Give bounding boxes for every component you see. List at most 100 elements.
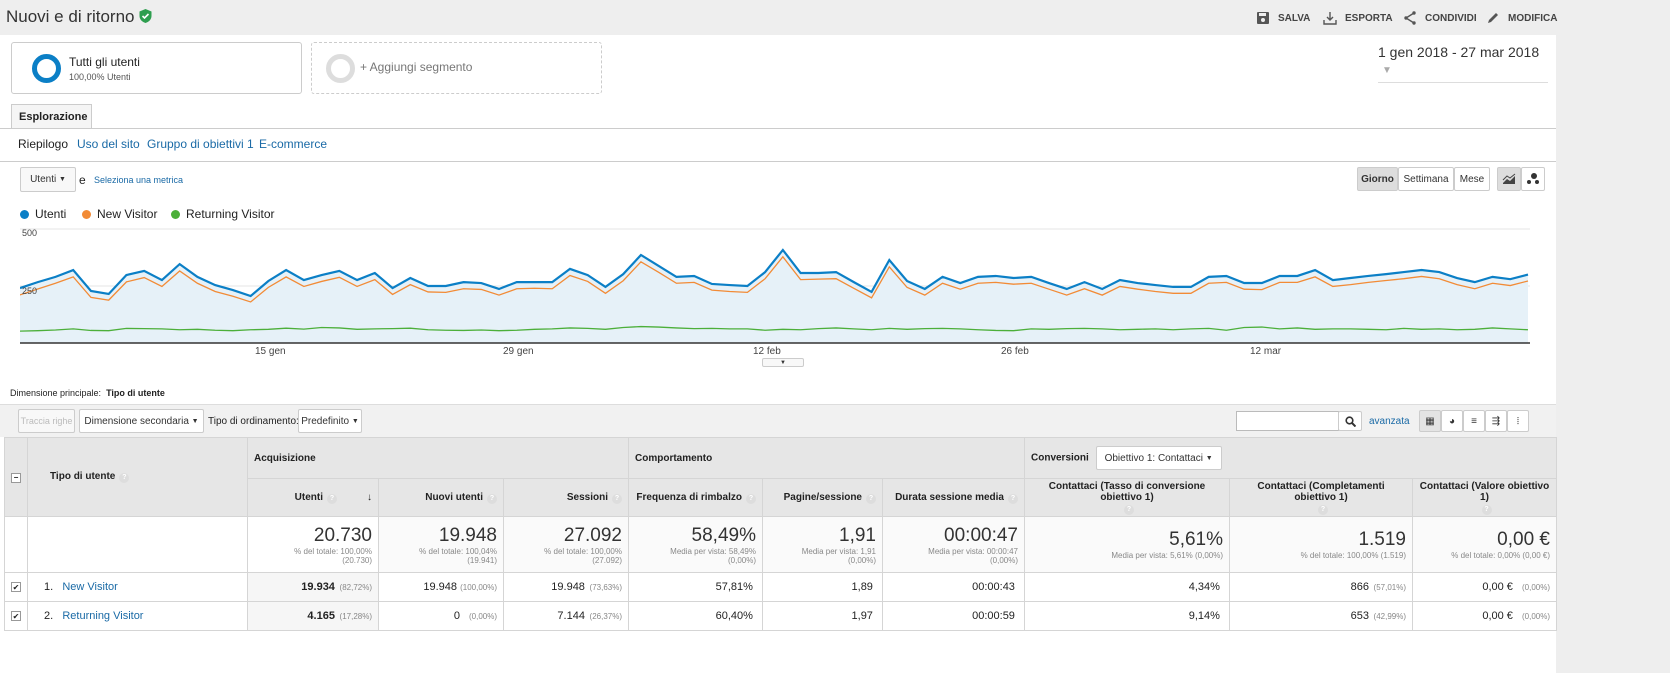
segment-name: Tutti gli utenti [69, 55, 140, 69]
x-tick-label: 12 feb [753, 346, 781, 357]
report-header: Nuovi e di ritorno SALVA ESPORTA CONDIVI… [0, 0, 1670, 35]
column-header[interactable]: Nuovi utenti? [378, 478, 504, 517]
save-button[interactable]: SALVA [1256, 11, 1310, 25]
help-icon[interactable]: ? [1124, 504, 1134, 515]
bubble-chart-icon [1527, 173, 1539, 184]
row-checkbox[interactable]: ✔ [4, 572, 28, 602]
select-metric-link[interactable]: Seleziona una metrica [94, 175, 184, 185]
help-icon[interactable]: ? [1318, 504, 1328, 515]
metric-select[interactable]: Utenti ▼ [20, 167, 76, 192]
motion-chart-button[interactable] [1521, 167, 1545, 191]
help-icon[interactable]: ? [1481, 504, 1492, 515]
date-range-picker[interactable]: 1 gen 2018 - 27 mar 2018 ▼ [1378, 44, 1548, 83]
series-line-new-visitor [20, 255, 1529, 303]
share-button[interactable]: CONDIVIDI [1403, 11, 1477, 25]
column-header[interactable]: Utenti? ↓ [247, 478, 379, 517]
legend-item-utenti[interactable]: Utenti [20, 207, 66, 221]
total-value: 1.519 [1358, 529, 1406, 550]
subtab-ecommerce[interactable]: E-commerce [259, 137, 328, 151]
help-icon[interactable]: ? [327, 493, 337, 504]
total-subtext: % del totale: 100,00% (1.519) [1300, 551, 1406, 560]
comparison-view-button[interactable]: ⇶ [1485, 410, 1507, 432]
help-icon[interactable]: ? [487, 493, 497, 504]
column-header[interactable]: Contattaci (Valore obiettivo 1)? [1412, 478, 1557, 517]
help-icon[interactable]: ? [119, 473, 130, 483]
legend-dot [20, 209, 29, 219]
row-checkbox[interactable]: ✔ [4, 601, 28, 631]
joiner-text: e [79, 173, 86, 187]
column-header[interactable]: Sessioni? [503, 478, 629, 517]
metric-cell: 0,00 € (0,00%) [1412, 601, 1557, 631]
metric-cell: 19.948 (73,63%) [503, 572, 629, 602]
metric-cell: 57,81% [628, 572, 763, 602]
total-subtext: % del totale: 100,00% (20.730) [294, 546, 372, 565]
help-icon[interactable]: ? [866, 493, 876, 504]
table-search-input[interactable] [1236, 411, 1339, 431]
edit-button[interactable]: MODIFICA [1486, 11, 1557, 25]
metric-cell: 19.934 (82,72%) [247, 572, 379, 602]
week-button[interactable]: Settimana [1398, 167, 1454, 191]
segment-ring-icon [326, 54, 355, 83]
chart-collapse-handle[interactable]: ▼ [762, 358, 804, 367]
save-icon [1257, 12, 1269, 24]
column-header[interactable]: Contattaci (Tasso di conversione obietti… [1024, 478, 1230, 517]
performance-view-button[interactable]: ≡ [1463, 410, 1485, 432]
line-chart-button[interactable] [1497, 167, 1521, 191]
secondary-dimension-select[interactable]: Dimensione secondaria ▼ [79, 409, 204, 433]
download-icon [1323, 12, 1337, 25]
x-tick-label: 29 gen [503, 346, 534, 357]
total-value: 20.730 [313, 524, 372, 546]
plot-rows-button[interactable]: Traccia righe [18, 409, 75, 433]
tab-explorer[interactable]: Esplorazione [11, 104, 92, 129]
total-cell: 0,00 €% del totale: 0,00% (0,00 €) [1412, 516, 1557, 573]
metric-cell: 00:00:43 [882, 572, 1025, 602]
select-all-checkbox[interactable]: − [4, 437, 28, 517]
advanced-filter-link[interactable]: avanzata [1369, 416, 1410, 427]
series-line-utenti [20, 248, 1529, 298]
metric-cell: 1,89 [762, 572, 883, 602]
subtab-summary[interactable]: Riepilogo [18, 137, 69, 151]
subtab-site-usage[interactable]: Uso del sito [77, 137, 140, 151]
export-button[interactable]: ESPORTA [1323, 11, 1393, 25]
total-cell: 1,91 Media per vista: 1,91 (0,00%) [762, 516, 883, 573]
primary-dimension-value[interactable]: Tipo di utente [106, 388, 165, 398]
sort-label: Tipo di ordinamento: [208, 416, 299, 427]
legend-item-returning-visitor[interactable]: Returning Visitor [171, 207, 275, 221]
divider [0, 128, 1556, 129]
column-header[interactable]: Durata sessione media? [882, 478, 1025, 517]
day-button[interactable]: Giorno [1357, 167, 1398, 191]
metric-cell: 9,14% [1024, 601, 1230, 631]
help-icon[interactable]: ? [1008, 493, 1018, 504]
total-subtext: % del totale: 100,04% (19.941) [419, 546, 497, 565]
y-tick-label: 500 [22, 228, 38, 238]
help-icon[interactable]: ? [746, 493, 756, 504]
metric-cell: 866 (57,01%) [1229, 572, 1413, 602]
legend-item-new-visitor[interactable]: New Visitor [82, 207, 157, 221]
row-dimension-link[interactable]: New Visitor [62, 581, 118, 593]
row-dimension-link[interactable]: Returning Visitor [62, 610, 144, 622]
metric-cell: 7.144 (26,37%) [503, 601, 629, 631]
dimension-header[interactable]: Tipo di utente? [27, 437, 248, 517]
granularity-toggle: Giorno Settimana Mese [1357, 167, 1490, 191]
subtab-goal-set[interactable]: Gruppo di obiettivi 1 [147, 137, 254, 151]
legend-dot [171, 209, 180, 219]
shield-check-icon [139, 9, 152, 23]
goal-select[interactable]: Obiettivo 1: Contattaci ▼ [1095, 446, 1222, 470]
pivot-icon: ⦙ [1516, 415, 1520, 427]
total-subtext: Media per vista: 00:00:47 (0,00%) [928, 546, 1018, 565]
column-header[interactable]: Pagine/sessione? [762, 478, 883, 517]
series-line-returning-visitor [20, 325, 1529, 332]
column-header[interactable]: Frequenza di rimbalzo? [628, 478, 763, 517]
segment-all-users[interactable]: Tutti gli utenti 100,00% Utenti [11, 42, 302, 94]
line-chart-icon [1502, 173, 1516, 184]
month-button[interactable]: Mese [1454, 167, 1490, 191]
data-view-button[interactable]: ▦ [1419, 410, 1441, 432]
help-icon[interactable]: ? [612, 493, 622, 504]
segment-detail: 100,00% Utenti [69, 72, 131, 82]
column-header[interactable]: Contattaci (Completamenti obiettivo 1)? [1229, 478, 1413, 517]
percentage-view-button[interactable]: ◕ [1441, 410, 1463, 432]
search-button[interactable] [1338, 411, 1362, 431]
sort-type-select[interactable]: Predefinito ▼ [298, 409, 362, 433]
pivot-view-button[interactable]: ⦙ [1507, 410, 1529, 432]
add-segment-button[interactable]: + Aggiungi segmento [311, 42, 602, 94]
